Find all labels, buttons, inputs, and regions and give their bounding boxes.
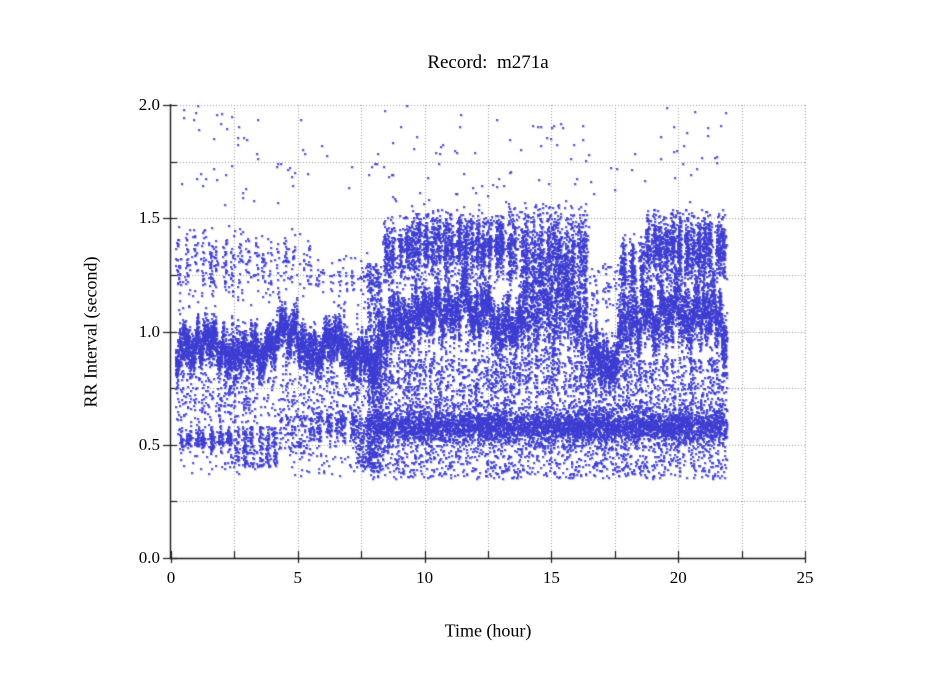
x-tick-label: 15 — [542, 568, 560, 587]
y-tick-label: 0.0 — [138, 548, 160, 567]
y-tick-label: 1.0 — [138, 321, 160, 341]
chart-title: Record: m271a — [427, 52, 549, 73]
x-tick-label: 5 — [293, 568, 303, 587]
y-tick-label: 2.0 — [138, 95, 160, 114]
x-axis-title: Time (hour) — [444, 620, 532, 641]
x-tick-label: 20 — [669, 568, 687, 587]
x-tick-label: 10 — [416, 568, 434, 587]
y-axis-title: RR Interval (second) — [80, 256, 101, 408]
x-tick-label: 25 — [796, 568, 814, 587]
y-tick-label: 1.5 — [138, 208, 160, 228]
x-tick-label: 0 — [166, 568, 176, 587]
y-tick-label: 0.5 — [138, 434, 160, 454]
